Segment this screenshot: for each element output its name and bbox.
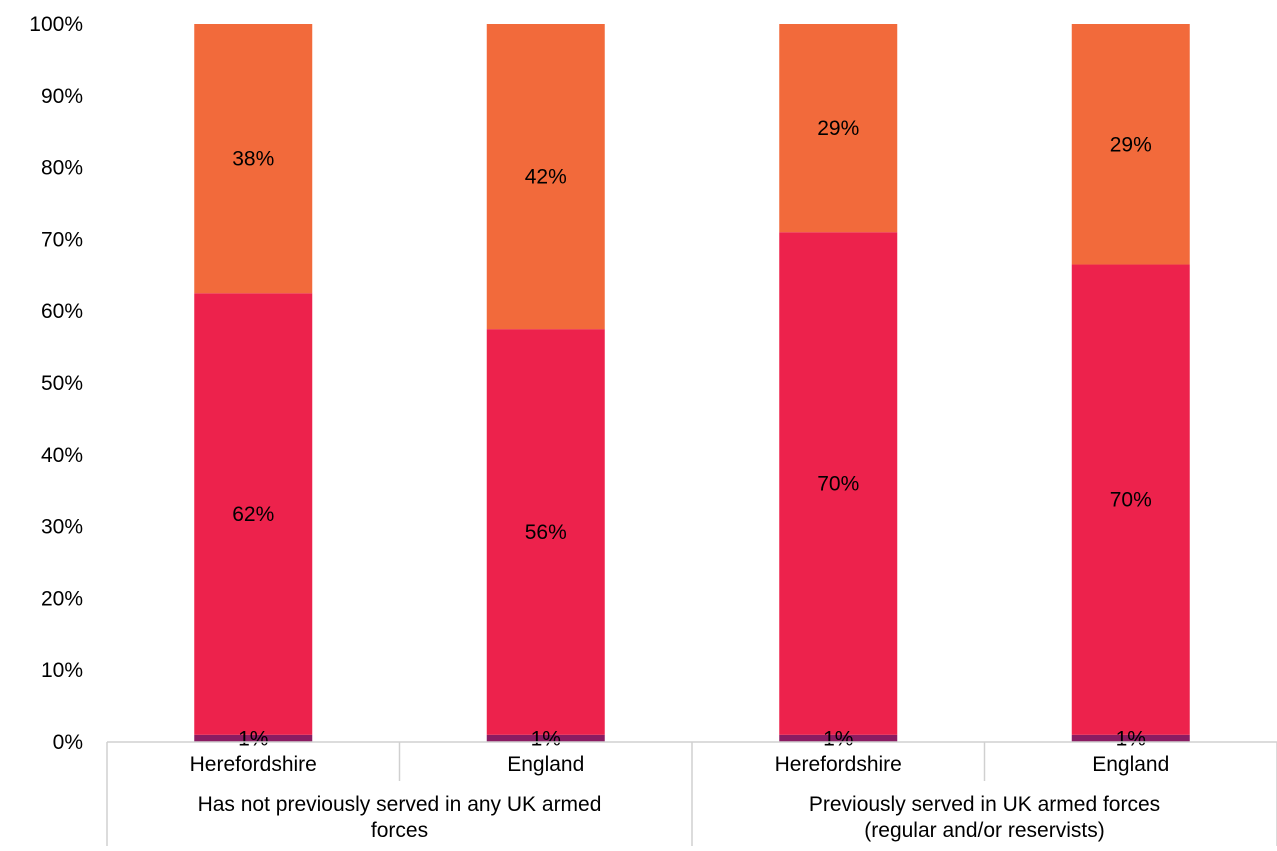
y-tick-label: 40% xyxy=(41,444,83,467)
bar-segment xyxy=(194,734,313,742)
y-tick-label: 0% xyxy=(53,731,83,754)
bars-layer xyxy=(194,24,1190,742)
data-label: 1% xyxy=(238,727,268,750)
y-tick-label: 50% xyxy=(41,372,83,395)
y-tick-label: 70% xyxy=(41,228,83,251)
y-tick-label: 80% xyxy=(41,157,83,180)
data-label: 56% xyxy=(525,521,567,544)
data-label: 70% xyxy=(1110,489,1152,512)
y-tick-label: 10% xyxy=(41,659,83,682)
data-labels-layer: 1% 62% 38% 1% 56% 42% 1% 70% 29% 1% 70% 29% xyxy=(232,117,1152,750)
bar-segment xyxy=(1071,24,1190,265)
x-tick-label: England xyxy=(507,753,584,776)
data-label: 42% xyxy=(525,166,567,189)
data-label: 29% xyxy=(1110,133,1152,156)
data-label: 29% xyxy=(817,117,859,140)
y-tick-label: 60% xyxy=(41,300,83,323)
x-tick-label: Herefordshire xyxy=(190,753,317,776)
bar-segment xyxy=(779,232,898,735)
bar-segment xyxy=(1071,734,1190,742)
bar-segment xyxy=(779,734,898,742)
bar-segment xyxy=(194,24,313,294)
data-label: 1% xyxy=(531,727,561,750)
axis-layer: 0% 10% 20% 30% 40% 50% 60% 70% 80% 90% 100% Herefor… xyxy=(29,13,1277,846)
data-label: 70% xyxy=(817,473,859,496)
x-tick-label: Herefordshire xyxy=(775,753,902,776)
data-label: 62% xyxy=(232,503,274,526)
y-tick-label: 30% xyxy=(41,516,83,539)
data-label: 1% xyxy=(1116,727,1146,750)
group-label: Has not previously served in any UK arme… xyxy=(198,793,602,842)
y-tick-label: 20% xyxy=(41,587,83,610)
data-label: 38% xyxy=(232,148,274,171)
bar-segment xyxy=(194,293,313,735)
y-tick-label: 100% xyxy=(29,13,83,36)
bar-segment xyxy=(1071,264,1190,735)
x-tick-label: England xyxy=(1092,753,1169,776)
data-label: 1% xyxy=(823,727,853,750)
group-label: Previously served in UK armed forces (reg… xyxy=(809,793,1160,842)
bar-segment xyxy=(486,329,605,735)
bar-segment xyxy=(486,24,605,330)
y-tick-label: 90% xyxy=(41,85,83,108)
bar-segment xyxy=(486,734,605,742)
bar-segment xyxy=(779,24,898,233)
